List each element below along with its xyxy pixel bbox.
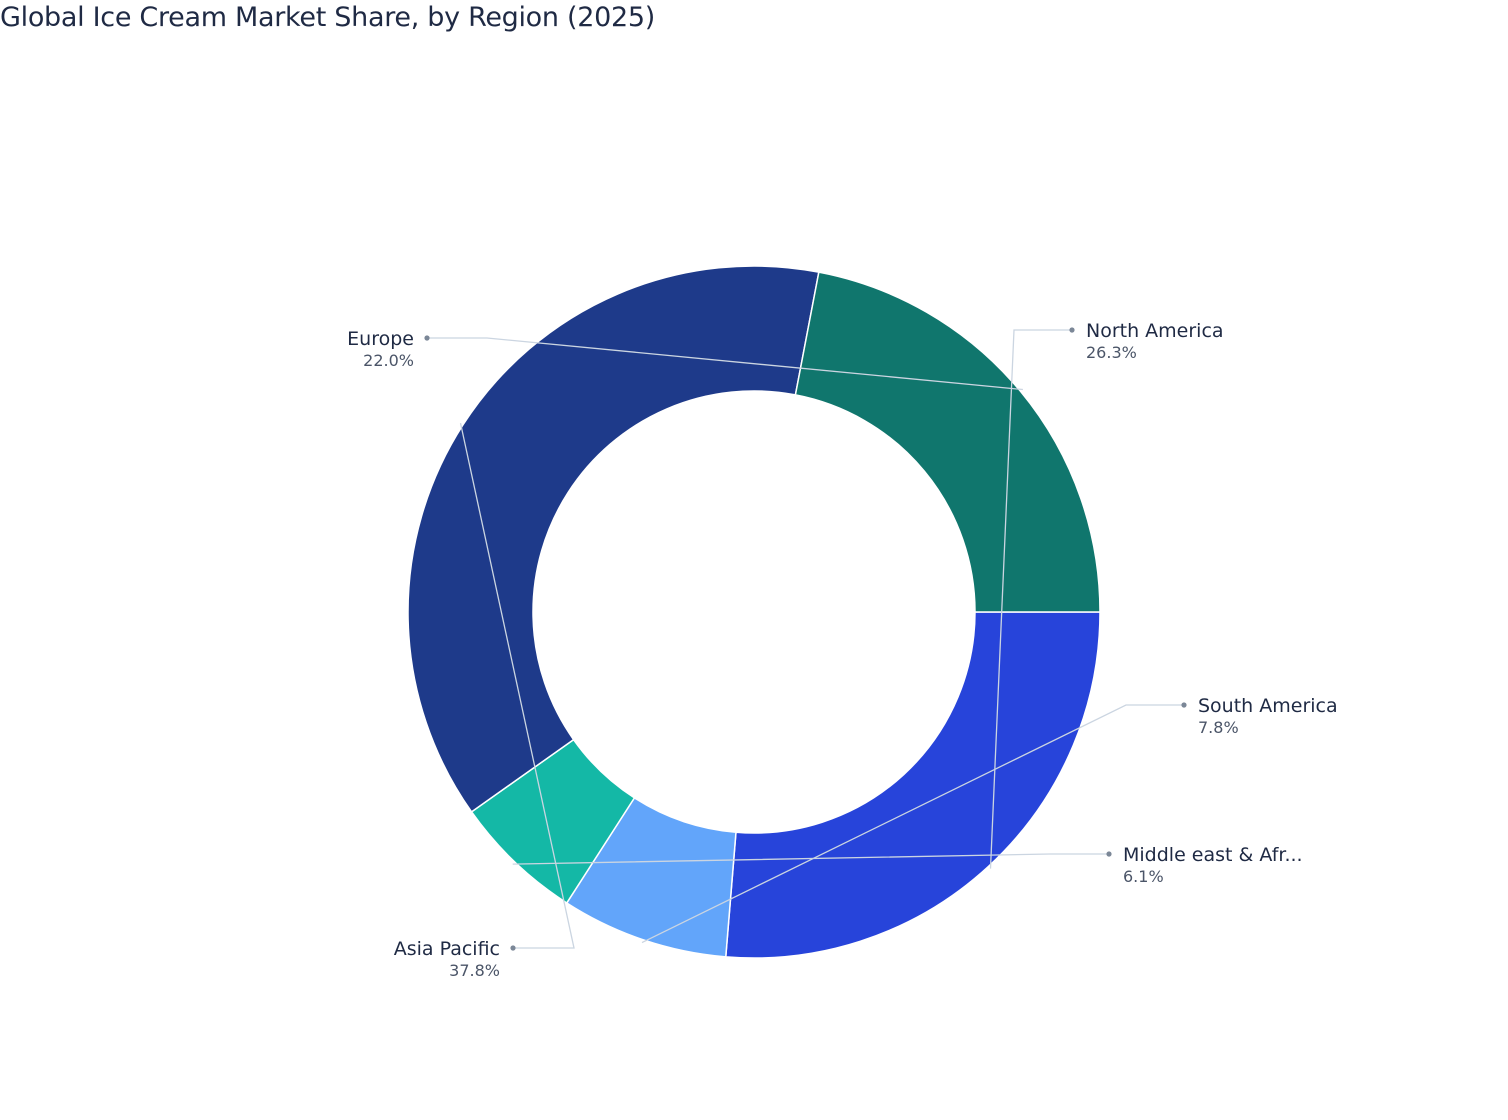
leader-line-north-america: [989, 329, 1072, 869]
label-value-asia-pacific: 37.8%: [449, 961, 500, 980]
slice-europe[interactable]: [794, 271, 1101, 613]
leader-dot-asia-pacific: [510, 945, 516, 951]
label-value-europe: 22.0%: [363, 351, 414, 370]
leader-line-europe: [427, 337, 1023, 391]
label-name-middle-east-afr: Middle east & Afr...: [1123, 844, 1303, 866]
leader-dot-europe: [424, 335, 430, 341]
leader-line-asia-pacific: [459, 423, 575, 949]
slice-north-america[interactable]: [724, 611, 1101, 959]
label-name-north-america: North America: [1086, 320, 1224, 342]
label-name-south-america: South America: [1198, 695, 1338, 717]
leader-dot-middle-east-afr: [1106, 851, 1112, 857]
label-value-north-america: 26.3%: [1086, 343, 1137, 362]
leader-dot-south-america: [1181, 702, 1187, 708]
label-name-europe: Europe: [347, 328, 414, 350]
leader-line-middle-east-afr: [512, 853, 1109, 865]
label-value-south-america: 7.8%: [1198, 718, 1239, 737]
label-name-asia-pacific: Asia Pacific: [394, 938, 500, 960]
chart-title: Global Ice Cream Market Share, by Region…: [0, 2, 655, 33]
slice-asia-pacific[interactable]: [407, 265, 820, 813]
leader-dot-north-america: [1069, 327, 1075, 333]
leader-line-south-america: [641, 704, 1184, 944]
label-value-middle-east-afr: 6.1%: [1123, 867, 1164, 886]
slices-group: [407, 265, 1101, 959]
